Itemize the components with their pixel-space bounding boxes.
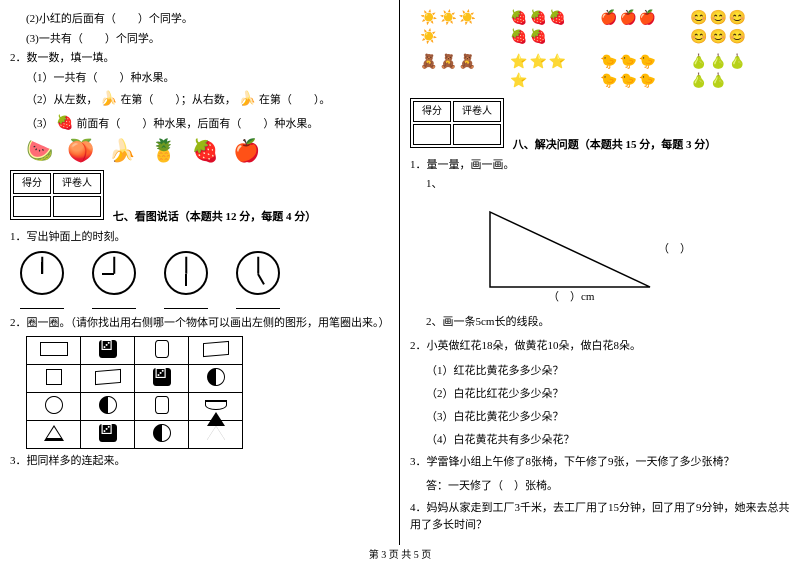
sun-group: ☀️☀️☀️☀️ — [420, 10, 480, 46]
score-box: 得分评卷人 — [410, 98, 504, 148]
chick-group: 🐤🐤🐤🐤🐤🐤 — [600, 54, 660, 90]
section7-header: 得分评卷人 七、看图说话（本题共 12 分，每题 4 分） — [10, 170, 389, 226]
table-row — [27, 336, 243, 364]
apple-icon: 🍎 — [233, 138, 260, 164]
grader-label: 评卷人 — [453, 101, 501, 122]
right-column: ☀️☀️☀️☀️ 🍓🍓🍓🍓🍓 🍎🍎🍎 😊😊😊😊😊😊 🧸🧸🧸 ⭐⭐⭐⭐ 🐤🐤🐤🐤🐤… — [400, 0, 800, 545]
apple-group: 🍎🍎🍎 — [600, 10, 660, 46]
star-icon: ⭐ — [510, 54, 527, 71]
smiley-icon: 😊 — [690, 10, 707, 27]
q8-1: 1．量一量，画一画。 — [410, 157, 790, 174]
top-icons-row1: ☀️☀️☀️☀️ 🍓🍓🍓🍓🍓 🍎🍎🍎 😊😊😊😊😊😊 — [420, 10, 790, 46]
sun-icon: ☀️ — [420, 10, 437, 27]
triangle-diagram: （ ）cm （ ）cm （ ）cm — [470, 202, 690, 302]
q8-2-1: （1）红花比黄花多多少朵？ — [426, 362, 790, 378]
q8-2-2: （2）白花比红花少多少朵？ — [426, 385, 790, 401]
pineapple-icon: 🍍 — [150, 138, 177, 164]
q1-3: (3)一共有（ ）个同学。 — [10, 31, 389, 48]
score-label: 得分 — [13, 173, 51, 194]
apple-icon: 🍎 — [600, 10, 617, 46]
tri-label-right: （ ）cm — [658, 242, 690, 255]
q8-4: 4．妈妈从家走到工厂3千米，去工厂用了15分钟，回了用了9分钟，她来去总共用了多… — [410, 500, 790, 533]
q2-2a-text: （2）从左数， — [26, 94, 98, 106]
bear-group: 🧸🧸🧸 — [420, 54, 480, 90]
q7-2: 2．圈一圈。（请你找出用右侧哪一个物体可以画出左侧的图形，用笔圈出来。） — [10, 315, 389, 332]
banana-icon: 🍌 — [109, 138, 136, 164]
q2: 2．数一数，填一填。 — [10, 50, 389, 67]
grader-label: 评卷人 — [53, 173, 101, 194]
table-row — [27, 364, 243, 392]
q8-2-3: （3）白花比黄花少多少朵？ — [426, 408, 790, 424]
q7-3: 3．把同样多的连起来。 — [10, 453, 389, 470]
pear-group: 🍐🍐🍐🍐🍐 — [690, 54, 750, 90]
clock-row — [20, 251, 389, 295]
q2-2: （2）从左数， 🍌 在第（ ）；从右数， 🍌 在第（ ）。 — [10, 89, 389, 110]
q8-1-2: 2、画一条5cm长的线段。 — [410, 314, 790, 331]
q1-2: (2)小红的后面有（ ）个同学。 — [10, 11, 389, 28]
score-label: 得分 — [413, 101, 451, 122]
section8-header: 得分评卷人 八、解决问题（本题共 15 分，每题 3 分） — [410, 98, 790, 154]
left-column: (2)小红的后面有（ ）个同学。 (3)一共有（ ）个同学。 2．数一数，填一填… — [0, 0, 400, 545]
bear-icon: 🧸 — [420, 54, 437, 90]
q2-3a-text: （3） — [26, 118, 54, 130]
q2-3: （3） 🍓 前面有（ ）种水果，后面有（ ）种水果。 — [10, 113, 389, 134]
page-footer: 第 3 页 共 5 页 — [0, 546, 800, 561]
fruit-row: 🍉 🍑 🍌 🍍 🍓 🍎 — [26, 138, 389, 164]
q8-3: 3．学雷锋小组上午修了8张椅，下午修了9张，一天修了多少张椅？ — [410, 454, 790, 471]
q2-2c-text: 在第（ ）。 — [259, 94, 331, 106]
clock-1 — [20, 251, 64, 295]
watermelon-icon: 🍉 — [26, 138, 53, 164]
q8-2: 2．小英做红花18朵，做黄花10朵，做白花8朵。 — [410, 338, 790, 355]
pear-icon: 🍐 — [690, 54, 707, 71]
q7-1: 1．写出钟面上的时刻。 — [10, 229, 389, 246]
banana-icon: 🍌 — [100, 92, 117, 107]
q8-2-4: （4）白花黄花共有多少朵花？ — [426, 431, 790, 447]
q8-1-1: 1、 — [410, 176, 790, 193]
strawberry-icon: 🍓 — [56, 116, 73, 131]
section8-title: 八、解决问题（本题共 15 分，每题 3 分） — [513, 139, 717, 151]
clock-answer-lines — [20, 299, 389, 309]
shape-grid — [26, 336, 243, 449]
star-group: ⭐⭐⭐⭐ — [510, 54, 570, 90]
chick-icon: 🐤 — [600, 54, 617, 71]
strawberry-icon: 🍓 — [192, 138, 219, 164]
table-row — [27, 420, 243, 448]
clock-3 — [164, 251, 208, 295]
strawberry-icon: 🍓 — [510, 10, 527, 27]
clock-4 — [236, 251, 280, 295]
q8-3-answer: 答：一天修了（ ）张椅。 — [426, 477, 790, 493]
clock-2 — [92, 251, 136, 295]
banana-icon: 🍌 — [239, 92, 256, 107]
q2-1: （1）一共有（ ）种水果。 — [10, 70, 389, 87]
section7-title: 七、看图说话（本题共 12 分，每题 4 分） — [113, 211, 317, 223]
tri-label-bottom: （ ）cm — [548, 290, 595, 302]
peach-icon: 🍑 — [67, 138, 94, 164]
score-box: 得分评卷人 — [10, 170, 104, 220]
strawberry-group: 🍓🍓🍓🍓🍓 — [510, 10, 570, 46]
top-icons-row2: 🧸🧸🧸 ⭐⭐⭐⭐ 🐤🐤🐤🐤🐤🐤 🍐🍐🍐🍐🍐 — [420, 54, 790, 90]
smiley-group: 😊😊😊😊😊😊 — [690, 10, 750, 46]
q2-3b-text: 前面有（ ）种水果，后面有（ ）种水果。 — [76, 118, 318, 130]
q2-2b-text: 在第（ ）；从右数， — [120, 94, 236, 106]
